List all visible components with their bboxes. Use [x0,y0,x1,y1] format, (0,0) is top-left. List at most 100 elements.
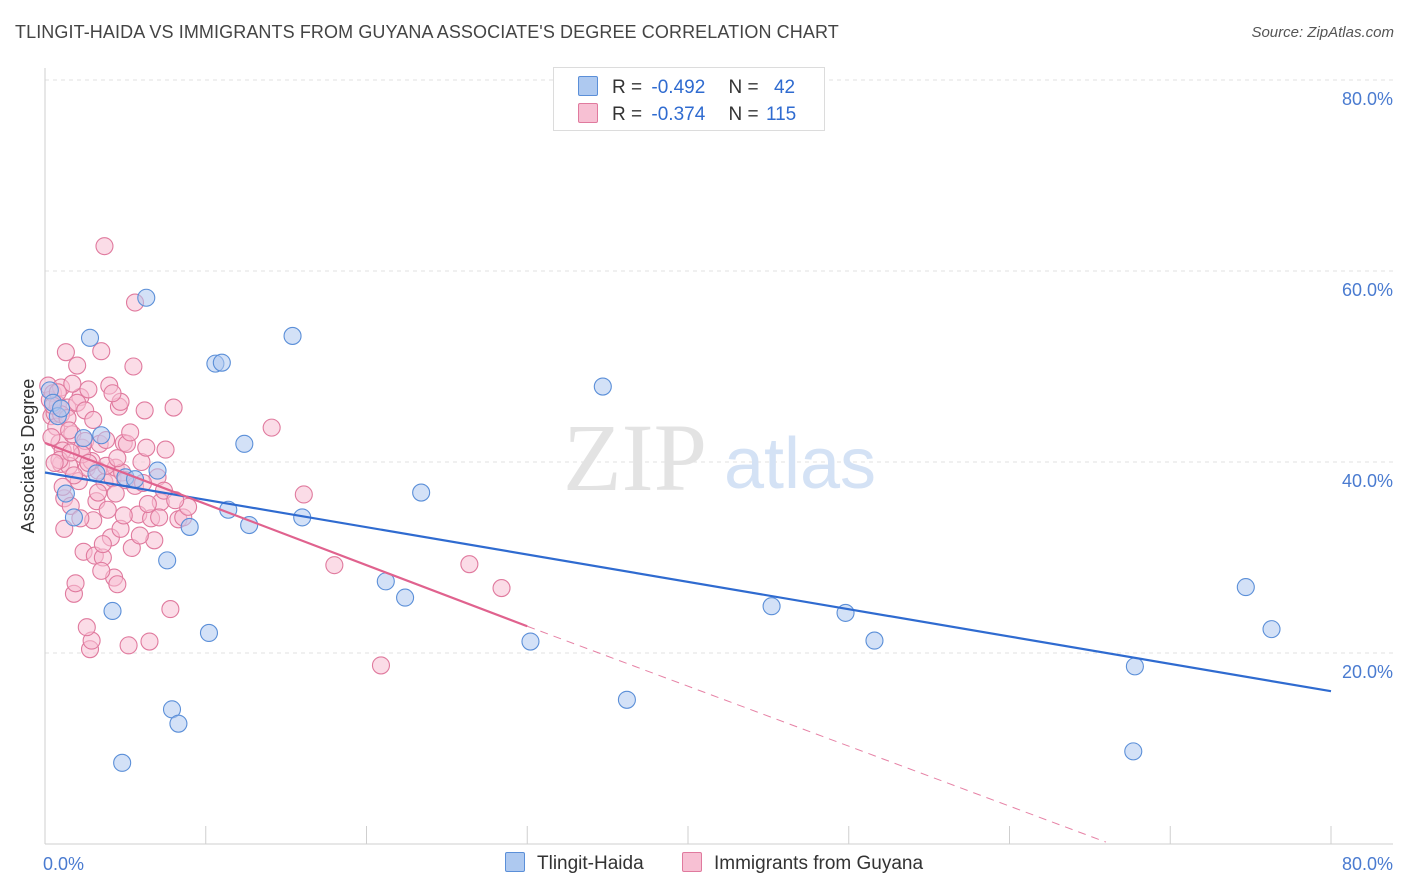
tlingit-point [92,426,111,445]
guyana-point [137,438,156,457]
guyana-point [121,423,140,442]
guyana-point [150,508,169,527]
guyana-point [138,494,157,514]
correlation-legend: R = -0.492 N = 42 R = -0.374 N = 115 [553,67,825,131]
legend-n-label: N = [728,77,759,98]
guyana-point [103,384,122,403]
guyana-point [98,500,117,519]
tlingit-point [137,288,156,307]
bottom-legend-label: Tlingit-Haida [537,853,644,874]
guyana-point [460,555,479,574]
guyana-point [60,421,79,440]
legend-row-tlingit: R = -0.492 N = 42 [578,76,795,98]
y-axis-title: Associate's Degree [18,379,38,534]
tlingit-point [158,551,177,570]
tlingit-point [169,714,188,733]
bottom-legend-swatch-pink [682,852,702,872]
x-tick-label: 80.0% [1342,854,1393,874]
chart-title: TLINGIT-HAIDA VS IMMIGRANTS FROM GUYANA … [15,22,839,42]
guyana-point [106,484,125,503]
tlingit-point [283,326,302,345]
guyana-point [325,556,344,575]
legend-swatch-pink [578,103,598,123]
tlingit-point [1124,742,1143,761]
guyana-point [156,440,175,459]
guyana-point [77,618,96,637]
tlingit-point [617,690,636,709]
tlingit-point [593,377,612,396]
guyana-point [92,342,111,361]
tlingit-point [103,601,122,621]
tlingit-point [80,328,100,347]
guyana-point [68,356,87,375]
legend-r-label: R = [612,77,643,98]
axes [44,68,1393,845]
tlingit-trend-line [44,471,1332,693]
guyana-point [66,574,85,593]
guyana-point [164,398,183,417]
watermark-atlas: atlas [724,424,876,504]
x-tick-label: 0.0% [43,854,84,874]
guyana-point [56,343,75,362]
legend-row-guyana: R = -0.374 N = 115 [578,103,796,125]
tlingit-point [240,515,259,535]
tlingit-point [1262,620,1281,639]
guyana-point [124,357,143,376]
tlingit-point [1236,578,1255,597]
y-tick-label: 80.0% [1342,89,1393,109]
tick-labels: 20.0% 40.0% 60.0% 80.0% 0.0% 80.0% [43,89,1393,874]
bottom-legend-label: Immigrants from Guyana [714,853,924,874]
guyana-trend-line [44,441,528,628]
guyana-point [63,374,82,393]
guyana-point [88,483,108,502]
legend-n-value: 115 [765,104,797,125]
guyana-point [130,526,149,545]
tlingit-point [52,399,71,418]
guyana-point [294,485,313,504]
y-tick-label: 20.0% [1342,662,1393,682]
tlingit-point [74,429,93,448]
bottom-legend-swatch-blue [505,852,525,872]
tlingit-point [199,623,219,642]
guyana-point [92,561,111,580]
tlingit-point [865,631,884,650]
y-tick-label: 40.0% [1342,471,1393,491]
legend-n-value: 42 [773,77,796,98]
tlingit-point [113,753,132,772]
watermark-zip: ZIP [563,404,707,511]
guyana-point [161,600,180,619]
data-points [39,237,1281,772]
guyana-point [79,380,98,399]
legend-r-value: -0.374 [651,104,706,125]
tlingit-point [396,588,415,607]
guyana-point [262,418,281,437]
guyana-point [108,449,127,468]
legend-n-label: N = [728,104,759,125]
tlingit-point [521,632,540,651]
tlingit-point [762,597,781,616]
guyana-point [371,656,391,675]
source-credit: Source: ZipAtlas.com [1251,24,1394,41]
tlingit-point [235,434,254,453]
trend-lines [44,441,1332,843]
tlingit-point [56,484,75,503]
guyana-point [95,237,114,256]
guyana-point [140,632,159,651]
guyana-point [108,575,127,594]
gridlines [45,79,1393,654]
legend-r-value: -0.492 [651,77,706,98]
tlingit-point [412,483,431,502]
guyana-point [119,636,138,655]
legend-swatch-blue [578,76,598,96]
bottom-legend-guyana: Immigrants from Guyana [682,852,923,875]
y-tick-label: 60.0% [1342,280,1393,300]
guyana-point [45,453,64,473]
guyana-point [93,535,112,554]
legend-r-label: R = [612,104,643,125]
tlingit-point [148,461,167,480]
guyana-point [114,506,133,525]
guyana-point [84,410,103,430]
bottom-legend-tlingit: Tlingit-Haida [505,852,644,875]
tlingit-point [212,353,231,372]
